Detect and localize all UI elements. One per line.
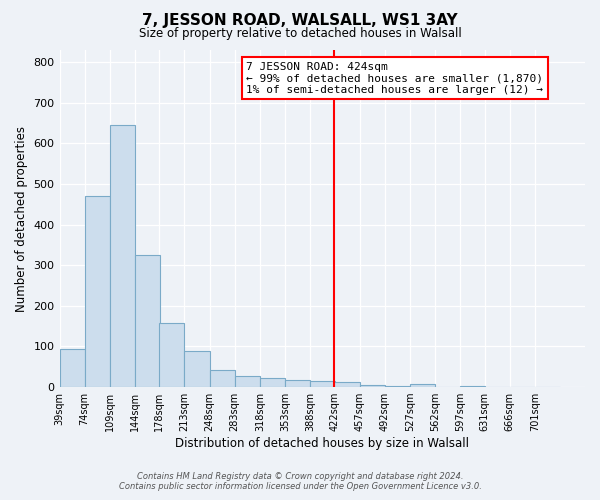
Bar	[135, 255, 160, 387]
X-axis label: Distribution of detached houses by size in Walsall: Distribution of detached houses by size …	[175, 437, 469, 450]
Bar	[235, 376, 260, 387]
Bar	[209, 370, 235, 387]
Bar	[359, 385, 385, 387]
Bar	[285, 380, 310, 387]
Bar	[410, 384, 435, 387]
Bar	[334, 382, 359, 387]
Bar	[85, 196, 110, 387]
Text: Contains HM Land Registry data © Crown copyright and database right 2024.
Contai: Contains HM Land Registry data © Crown c…	[119, 472, 481, 491]
Bar	[160, 323, 184, 387]
Bar	[460, 386, 485, 387]
Bar	[184, 352, 209, 387]
Bar	[59, 348, 85, 387]
Bar	[310, 381, 335, 387]
Text: 7, JESSON ROAD, WALSALL, WS1 3AY: 7, JESSON ROAD, WALSALL, WS1 3AY	[142, 12, 458, 28]
Bar	[385, 386, 410, 387]
Text: 7 JESSON ROAD: 424sqm
← 99% of detached houses are smaller (1,870)
1% of semi-de: 7 JESSON ROAD: 424sqm ← 99% of detached …	[246, 62, 543, 95]
Bar	[260, 378, 285, 387]
Bar	[110, 125, 135, 387]
Y-axis label: Number of detached properties: Number of detached properties	[15, 126, 28, 312]
Text: Size of property relative to detached houses in Walsall: Size of property relative to detached ho…	[139, 28, 461, 40]
